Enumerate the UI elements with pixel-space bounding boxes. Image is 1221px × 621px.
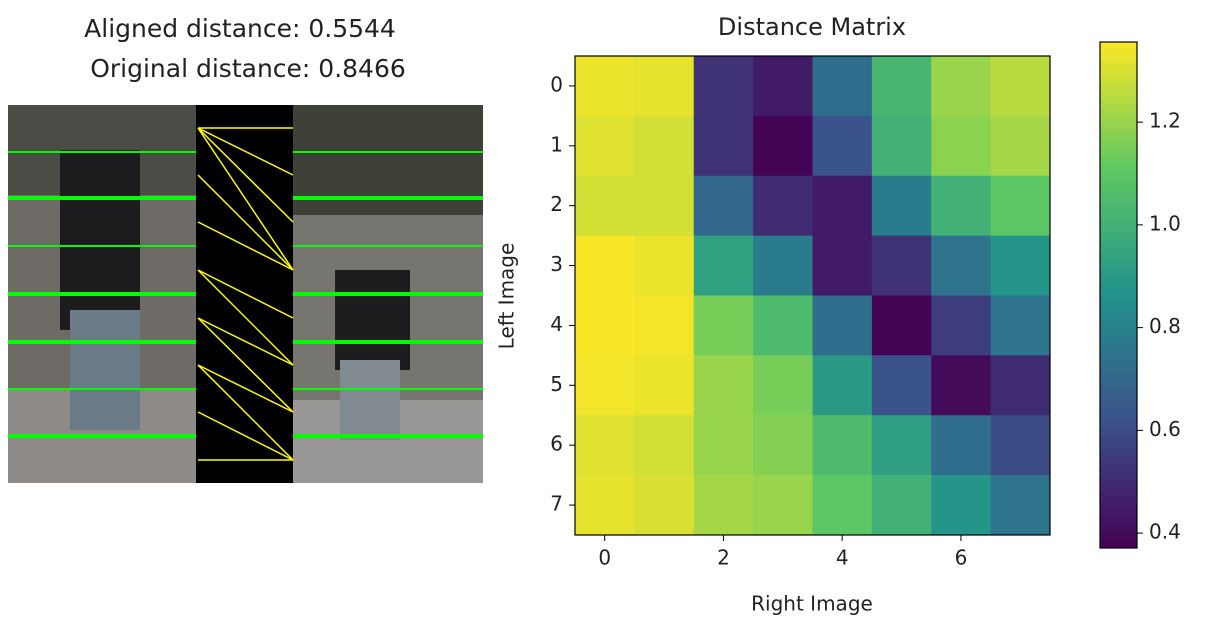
heatmap-cell	[931, 295, 992, 356]
heatmap-cell	[931, 415, 992, 476]
heatmap-cell	[693, 475, 754, 536]
heatmap-cell	[871, 235, 932, 296]
y-tick-label: 7	[550, 492, 563, 516]
heatmap-cell	[693, 235, 754, 296]
heatmap-cell	[871, 115, 932, 177]
y-tick-label: 6	[550, 432, 563, 456]
heatmap-cell	[693, 175, 754, 237]
heatmap-cell	[634, 175, 695, 237]
heatmap-cell	[693, 115, 754, 177]
colorbar-tick-label: 0.4	[1149, 520, 1181, 544]
heatmap-cell	[990, 175, 1051, 237]
y-axis-label: Left Image	[495, 243, 519, 350]
heatmap-cell	[634, 355, 695, 416]
heatmap-cell	[753, 56, 813, 117]
heatmap-cell	[812, 295, 873, 356]
heatmap-cell	[575, 175, 635, 237]
heatmap-cell	[990, 115, 1051, 177]
heatmap-cell	[990, 415, 1051, 476]
heatmap-cell	[575, 295, 635, 356]
heatmap-cell	[753, 115, 813, 177]
axes-frame	[574, 55, 1051, 536]
heatmap-cell	[990, 56, 1051, 117]
pair-image	[8, 105, 483, 483]
heatmap-cell	[575, 115, 635, 177]
heatmap-cell	[812, 175, 873, 237]
heatmap-cell	[871, 295, 932, 356]
y-tick-label: 0	[550, 72, 563, 96]
heatmap-cell	[812, 355, 873, 416]
heatmap-cell	[990, 235, 1051, 296]
heatmap-cell	[812, 475, 873, 536]
heatmap-cell	[871, 56, 932, 117]
heatmap-cell	[990, 355, 1051, 416]
colorbar-tick-label: 0.8	[1149, 314, 1181, 338]
colorbar-tick-label: 1.0	[1149, 211, 1181, 235]
heatmap-cell	[634, 415, 695, 476]
x-tick-label: 6	[955, 546, 968, 570]
y-tick-label: 3	[550, 252, 563, 276]
heatmap-cell	[693, 415, 754, 476]
heatmap-cell	[931, 475, 992, 536]
heatmap-cell	[634, 56, 695, 117]
x-tick-label: 4	[836, 546, 849, 570]
heatmap-cell	[990, 295, 1051, 356]
heatmap-cell	[575, 235, 635, 296]
heatmap-cell	[753, 175, 813, 237]
heatmap-cell	[871, 415, 932, 476]
heatmap-cell	[575, 475, 635, 536]
chart-title: Distance Matrix	[718, 13, 906, 41]
heatmap-cell	[634, 235, 695, 296]
y-tick-label: 2	[550, 192, 563, 216]
heatmap-cell	[812, 415, 873, 476]
heatmap-cell	[753, 475, 813, 536]
x-tick-label: 2	[717, 546, 730, 570]
heatmap-cell	[753, 355, 813, 416]
heatmap-cell	[931, 175, 992, 237]
heatmap-cell	[753, 295, 813, 356]
y-tick-label: 5	[550, 372, 563, 396]
heatmap-cell	[990, 475, 1051, 536]
heatmap-cell	[871, 355, 932, 416]
heatmap-cell	[575, 355, 635, 416]
heatmap-cell	[693, 295, 754, 356]
heatmap-cell	[931, 235, 992, 296]
heatmap-cell	[693, 56, 754, 117]
heatmap-cell	[634, 475, 695, 536]
heatmap-cell	[812, 115, 873, 177]
heatmap-cell	[634, 115, 695, 177]
colorbar-tick-label: 0.6	[1149, 417, 1181, 441]
heatmap-cell	[871, 175, 932, 237]
heatmap-cell	[871, 475, 932, 536]
heatmap-cell	[753, 235, 813, 296]
heatmap-cell	[575, 56, 635, 117]
heatmap-cell	[575, 415, 635, 476]
colorbar-tick-label: 1.2	[1149, 109, 1181, 133]
heatmap-cell	[634, 295, 695, 356]
heatmap-cell	[693, 355, 754, 416]
y-tick-label: 4	[550, 312, 563, 336]
heatmap-cell	[931, 115, 992, 177]
x-axis-label: Right Image	[751, 592, 873, 616]
heatmap-cell	[812, 235, 873, 296]
panel-title: Aligned distance: 0.5544	[84, 14, 396, 43]
heatmap-cell	[812, 56, 873, 117]
heatmap-cell	[931, 56, 992, 117]
panel-title: Original distance: 0.8466	[90, 54, 406, 83]
heatmap-cell	[931, 355, 992, 416]
heatmap-cell	[753, 415, 813, 476]
y-tick-label: 1	[550, 132, 563, 156]
colorbar	[1099, 41, 1138, 549]
x-tick-label: 0	[598, 546, 611, 570]
